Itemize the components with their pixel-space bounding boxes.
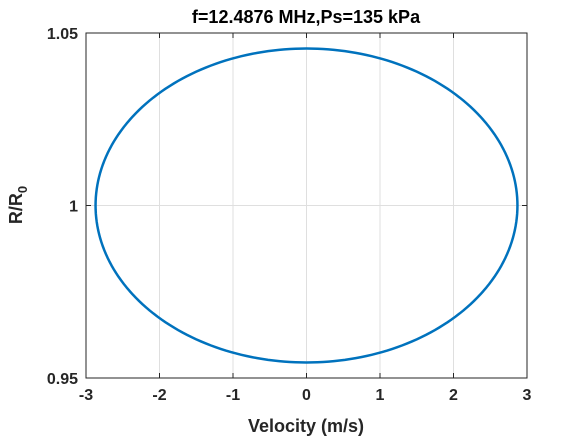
x-tick-label: 3 [523, 387, 532, 404]
y-tick-label: 1 [69, 199, 78, 216]
x-tick-label: 1 [376, 387, 385, 404]
chart-title: f=12.4876 MHz,Ps=135 kPa [192, 7, 421, 27]
x-axis-label: Velocity (m/s) [248, 416, 364, 436]
y-tick-labels: 0.95 1 1.05 [47, 26, 78, 388]
x-tick-labels: -3 -2 -1 0 1 2 3 [79, 387, 532, 404]
y-axis-label: R/R0 [6, 186, 30, 224]
ticks [85, 32, 528, 379]
y-axis-label-subscript: 0 [15, 186, 30, 193]
x-tick-label: -1 [226, 387, 240, 404]
x-tick-label: 2 [449, 387, 458, 404]
x-tick-label: -2 [152, 387, 166, 404]
y-tick-label: 1.05 [47, 26, 78, 43]
x-tick-label: -3 [79, 387, 93, 404]
y-axis-label-main: R/R [6, 193, 26, 224]
series-layer [94, 47, 519, 364]
x-tick-label: 0 [302, 387, 311, 404]
y-tick-label: 0.95 [47, 371, 78, 388]
series-line [94, 47, 519, 364]
